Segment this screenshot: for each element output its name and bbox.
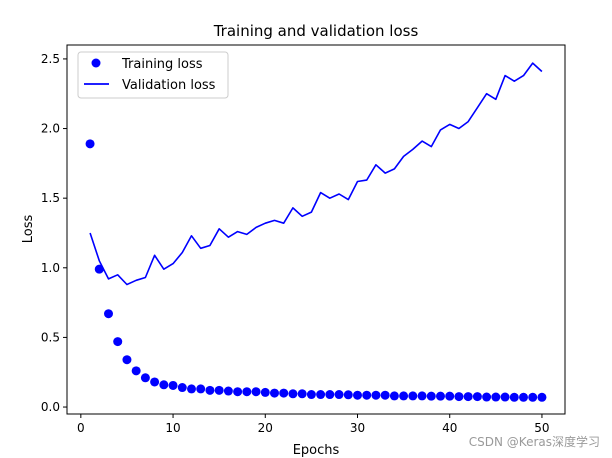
y-tick-label: 1.5 bbox=[41, 191, 60, 205]
training-loss-point bbox=[528, 392, 538, 402]
training-loss-point bbox=[288, 389, 298, 399]
training-loss-point bbox=[297, 389, 307, 399]
legend-validation-label: Validation loss bbox=[122, 78, 216, 93]
training-loss-point bbox=[251, 387, 261, 397]
training-loss-point bbox=[205, 385, 215, 395]
legend-training-marker bbox=[91, 58, 101, 68]
training-loss-point bbox=[519, 392, 528, 402]
training-loss-point bbox=[334, 390, 344, 400]
training-loss-point bbox=[85, 139, 95, 149]
training-loss-point bbox=[242, 387, 252, 397]
training-loss-point bbox=[233, 387, 243, 397]
y-tick-label: 2.0 bbox=[41, 122, 60, 136]
watermark: CSDN @Keras深度学习 bbox=[468, 435, 600, 449]
training-loss-point bbox=[500, 392, 510, 402]
training-loss-point bbox=[159, 380, 169, 390]
training-loss-point bbox=[196, 384, 206, 394]
legend-box bbox=[77, 51, 229, 99]
training-loss-point bbox=[353, 390, 362, 400]
training-loss-point bbox=[454, 392, 464, 402]
training-loss-point bbox=[343, 390, 353, 400]
training-loss-point bbox=[445, 391, 455, 401]
training-loss-point bbox=[509, 392, 519, 402]
training-loss-point bbox=[122, 355, 132, 365]
training-loss-point bbox=[399, 391, 409, 401]
x-tick-label: 30 bbox=[350, 421, 365, 435]
training-loss-point bbox=[362, 390, 372, 400]
chart-title: Training and validation loss bbox=[213, 22, 419, 40]
y-tick-label: 0.5 bbox=[41, 330, 60, 344]
training-loss-point bbox=[187, 384, 196, 394]
training-loss-point bbox=[436, 391, 445, 401]
training-loss-point bbox=[279, 388, 289, 398]
training-loss-point bbox=[214, 385, 224, 395]
training-loss-point bbox=[491, 392, 501, 402]
x-tick-label: 50 bbox=[534, 421, 549, 435]
y-tick-label: 2.5 bbox=[41, 52, 60, 66]
y-axis-ticks: 0.0 0.5 1.0 1.5 2.0 2.5 bbox=[41, 52, 67, 414]
training-loss-point bbox=[463, 392, 473, 402]
training-loss-point bbox=[426, 391, 436, 401]
training-loss-point bbox=[223, 386, 233, 396]
training-loss-point bbox=[306, 390, 316, 400]
training-loss-point bbox=[408, 391, 418, 401]
training-loss-point bbox=[325, 390, 335, 400]
training-loss-point bbox=[380, 390, 390, 400]
x-tick-label: 10 bbox=[165, 421, 180, 435]
training-loss-point bbox=[150, 377, 160, 387]
x-tick-label: 20 bbox=[258, 421, 273, 435]
training-loss-point bbox=[104, 309, 113, 319]
training-loss-point bbox=[472, 392, 482, 402]
x-axis-ticks: 0 10 20 30 40 50 bbox=[77, 414, 550, 435]
x-tick-label: 0 bbox=[77, 421, 85, 435]
training-loss-point bbox=[537, 392, 547, 402]
y-axis-label: Loss bbox=[21, 215, 36, 244]
validation-loss-line bbox=[89, 62, 543, 286]
training-loss-point bbox=[482, 392, 492, 402]
x-axis-label: Epochs bbox=[293, 443, 340, 458]
training-loss-point bbox=[131, 366, 141, 376]
training-loss-point bbox=[94, 264, 104, 274]
y-tick-label: 1.0 bbox=[41, 261, 60, 275]
y-tick-label: 0.0 bbox=[41, 400, 60, 414]
training-loss-point bbox=[270, 388, 279, 398]
training-loss-point bbox=[316, 390, 326, 400]
training-loss-point bbox=[177, 383, 187, 393]
plot-frame bbox=[66, 44, 566, 415]
training-loss-point bbox=[168, 380, 178, 390]
training-loss-point bbox=[113, 337, 123, 347]
training-loss-point bbox=[417, 391, 427, 401]
training-loss-point bbox=[371, 390, 381, 400]
training-loss-point bbox=[389, 391, 399, 401]
series-layer bbox=[85, 62, 547, 402]
legend: Training loss Validation loss bbox=[77, 51, 229, 99]
legend-training-label: Training loss bbox=[121, 57, 203, 72]
training-loss-point bbox=[260, 387, 270, 397]
training-loss-point bbox=[140, 373, 150, 383]
x-tick-label: 40 bbox=[442, 421, 457, 435]
